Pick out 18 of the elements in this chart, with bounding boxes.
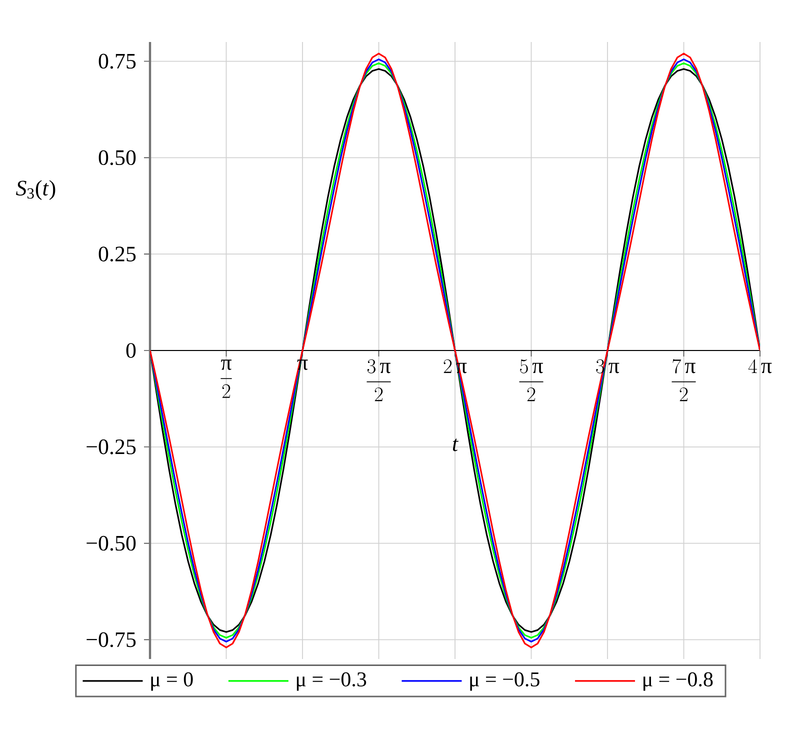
y-tick-label: −0.75 bbox=[86, 632, 136, 648]
legend-label: μ = 0 bbox=[151, 672, 193, 691]
x-tick-label: $\dfrac{3\,\text{π}}{2}$ bbox=[366, 359, 391, 402]
legend-label: μ = −0.3 bbox=[296, 672, 366, 691]
y-tick-label: 0.25 bbox=[98, 246, 136, 262]
y-tick-label: −0.50 bbox=[86, 536, 136, 551]
y-tick-label: −0.25 bbox=[86, 439, 136, 454]
x-axis-title: t bbox=[452, 438, 458, 452]
y-tick-label: 0.50 bbox=[98, 150, 136, 166]
y-axis-title: S$_{3}$(t) bbox=[16, 180, 56, 200]
legend-label: μ = −0.8 bbox=[644, 672, 713, 691]
y-tick-label: 0 bbox=[126, 343, 136, 358]
x-tick-label: $\dfrac{5\,\text{π}}{2}$ bbox=[519, 359, 544, 402]
y-tick-label: 0.75 bbox=[98, 54, 136, 69]
x-tick-label: $4\,\text{π}$ bbox=[748, 359, 772, 374]
legend-label: μ = −0.5 bbox=[470, 672, 540, 691]
x-tick-label: ${\text{π} \over 2}$ bbox=[220, 360, 232, 398]
x-tick-label: $\dfrac{7\,\text{π}}{2}$ bbox=[672, 359, 696, 402]
